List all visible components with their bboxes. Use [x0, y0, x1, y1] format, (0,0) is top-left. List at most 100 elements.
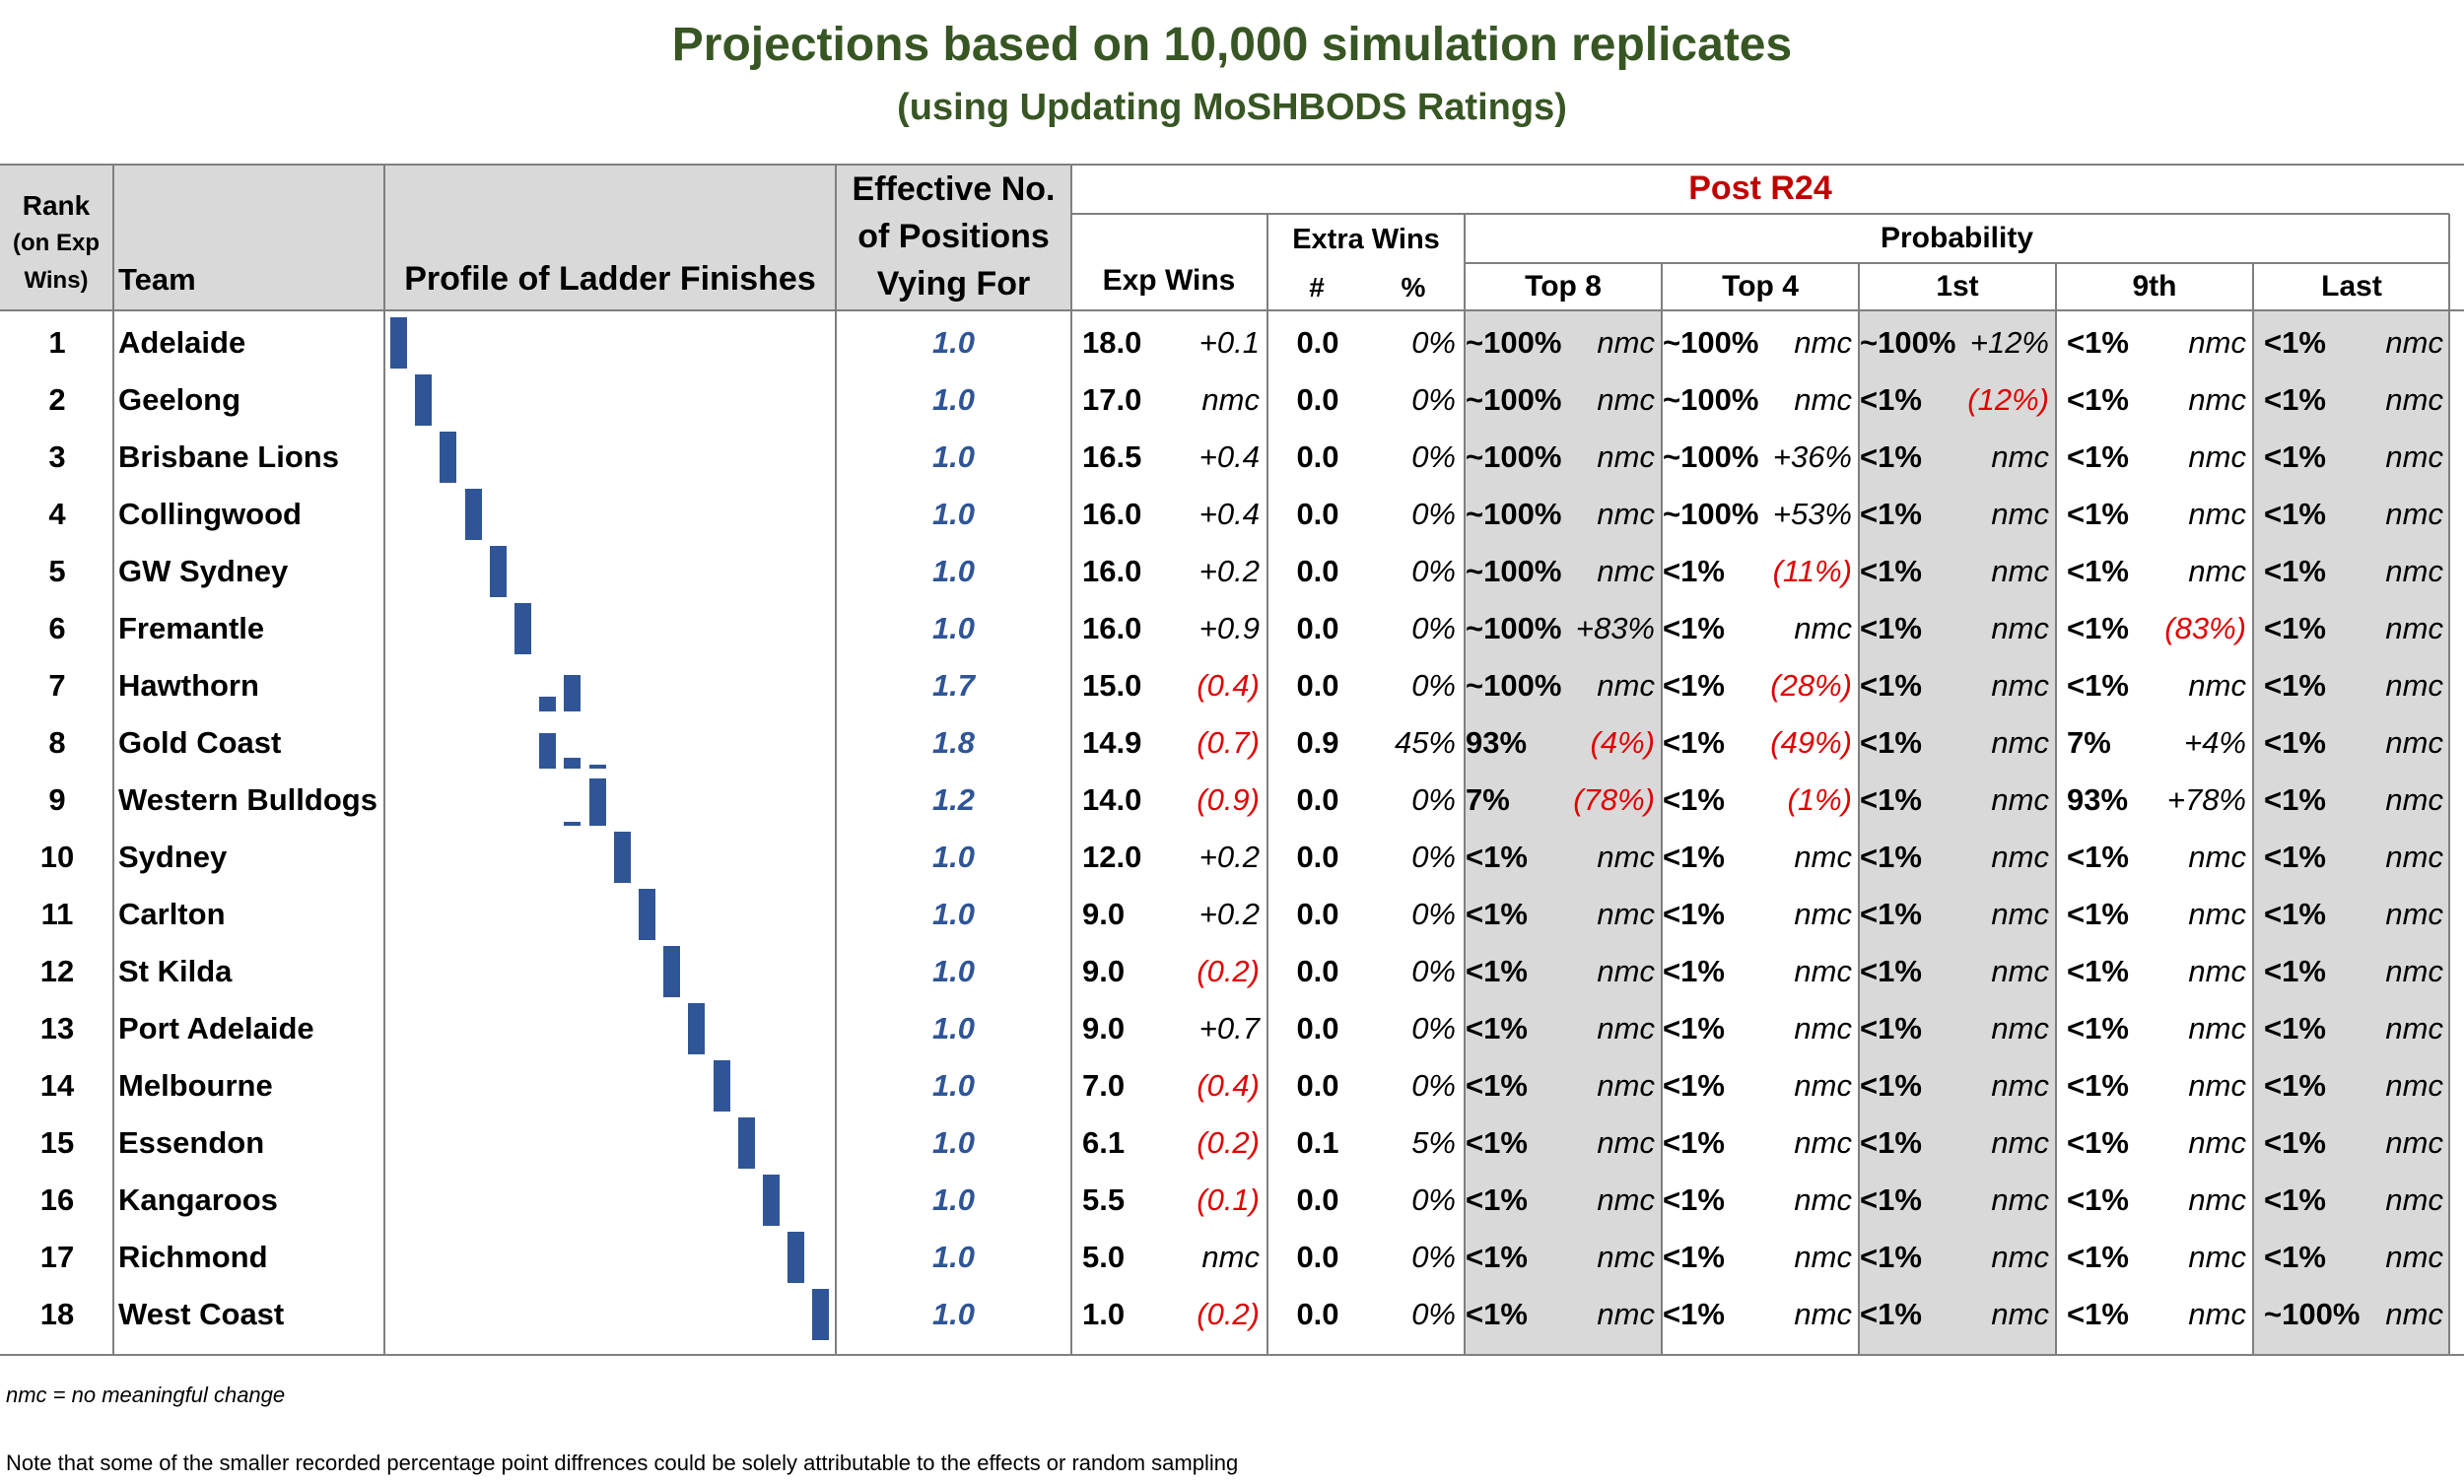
rank-cell: 2: [48, 382, 66, 417]
last-change: nmc: [2385, 668, 2443, 703]
ninth-prob: <1%: [2067, 1297, 2129, 1331]
top4-prob: <1%: [1663, 1011, 1725, 1046]
ladder-finish-bar: [663, 946, 681, 997]
top8-change: nmc: [1597, 1011, 1655, 1046]
ladder-finish-bar: [763, 1175, 780, 1226]
ladder-finish-bar: [564, 675, 582, 711]
extra-wins-pct: 0%: [1411, 1011, 1456, 1046]
col-sep-first: [2055, 263, 2057, 1355]
ladder-finish-bar: [713, 1060, 730, 1112]
first-change: nmc: [1991, 497, 2049, 531]
extra-wins-num: 0.0: [1296, 382, 1339, 417]
top8-prob: <1%: [1466, 1125, 1528, 1160]
ladder-finish-bar: [688, 1003, 706, 1054]
exp-wins: 9.0: [1082, 1011, 1126, 1046]
rule-post: [1071, 213, 2449, 215]
shade-first: [1858, 310, 2055, 1355]
top8-change: nmc: [1597, 1182, 1655, 1217]
extra-wins-num: 0.0: [1296, 497, 1339, 531]
exp-wins-change: (0.2): [1197, 1125, 1260, 1160]
first-change: nmc: [1991, 1240, 2049, 1274]
team-name: Essendon: [118, 1125, 265, 1160]
top4-prob: <1%: [1663, 725, 1725, 760]
top8-change: nmc: [1597, 1297, 1655, 1331]
last-change: nmc: [2385, 554, 2443, 588]
last-change: nmc: [2385, 325, 2443, 360]
ladder-finish-bar: [539, 697, 557, 711]
col-sep-rank: [112, 165, 114, 1355]
header-ninth: 9th: [2132, 270, 2177, 303]
team-name: Collingwood: [118, 497, 302, 531]
col-sep-exp: [1266, 214, 1268, 1355]
ninth-prob: <1%: [2067, 439, 2129, 474]
top4-change: nmc: [1794, 1011, 1852, 1046]
footnote-nmc: nmc = no meaningful change: [6, 1383, 286, 1407]
header-rank: Rank (on Exp Wins): [13, 190, 100, 294]
rank-cell: 16: [39, 1182, 75, 1217]
top8-change: nmc: [1597, 897, 1655, 931]
top8-change: nmc: [1597, 325, 1655, 360]
last-change: nmc: [2385, 1068, 2443, 1103]
ninth-prob: 93%: [2067, 782, 2129, 817]
rule-header-bottom: [0, 309, 2464, 311]
top8-change: nmc: [1597, 1240, 1655, 1274]
top8-prob: ~100%: [1466, 611, 1562, 645]
top8-change: nmc: [1597, 497, 1655, 531]
extra-wins-num: 0.0: [1296, 1182, 1339, 1217]
top8-prob: 93%: [1466, 725, 1528, 760]
top8-prob: <1%: [1466, 840, 1528, 874]
header-extra-pct: %: [1401, 272, 1426, 303]
extra-wins-num: 0.0: [1296, 1240, 1339, 1274]
first-prob: <1%: [1860, 611, 1922, 645]
last-prob: <1%: [2264, 1011, 2326, 1046]
effective-positions: 1.0: [931, 1125, 976, 1160]
first-change: nmc: [1991, 782, 2049, 817]
first-prob: <1%: [1860, 1240, 1922, 1274]
ninth-prob: <1%: [2067, 611, 2129, 645]
exp-wins-change: +0.7: [1198, 1011, 1260, 1046]
extra-wins-num: 0.1: [1296, 1125, 1339, 1160]
team-name: West Coast: [118, 1297, 285, 1331]
col-sep-ninth: [2252, 263, 2254, 1355]
extra-wins-num: 0.0: [1296, 1068, 1339, 1103]
rank-cell: 1: [48, 325, 66, 360]
top8-change: nmc: [1597, 382, 1655, 417]
shade-top8: [1464, 310, 1661, 1355]
header-post-round: Post R24: [1688, 169, 1832, 207]
first-prob: <1%: [1860, 1011, 1922, 1046]
top4-change: nmc: [1794, 954, 1852, 988]
top8-prob: ~100%: [1466, 439, 1562, 474]
exp-wins: 18.0: [1082, 325, 1142, 360]
effective-positions: 1.0: [931, 840, 976, 874]
effective-positions: 1.0: [931, 954, 976, 988]
top4-prob: <1%: [1663, 897, 1725, 931]
ninth-change: nmc: [2188, 439, 2246, 474]
ladder-finish-bar: [588, 778, 606, 826]
ladder-finish-bar: [737, 1117, 755, 1169]
top4-change: nmc: [1794, 840, 1852, 874]
last-prob: <1%: [2264, 840, 2326, 874]
effective-positions: 1.0: [931, 439, 976, 474]
first-prob: <1%: [1860, 782, 1922, 817]
col-sep-extra: [1464, 214, 1466, 1355]
extra-wins-num: 0.0: [1296, 668, 1339, 703]
ninth-prob: <1%: [2067, 554, 2129, 588]
exp-wins: 17.0: [1082, 382, 1142, 417]
top8-prob: 7%: [1466, 782, 1510, 817]
top4-prob: <1%: [1663, 1068, 1725, 1103]
exp-wins-change: +0.9: [1198, 611, 1260, 645]
first-change: nmc: [1991, 1182, 2049, 1217]
extra-wins-pct: 0%: [1411, 840, 1456, 874]
extra-wins-pct: 0%: [1411, 439, 1456, 474]
ninth-prob: <1%: [2067, 840, 2129, 874]
exp-wins: 16.0: [1082, 611, 1142, 645]
top8-prob: ~100%: [1466, 325, 1562, 360]
top4-change: nmc: [1794, 1125, 1852, 1160]
last-change: nmc: [2385, 497, 2443, 531]
top8-prob: <1%: [1466, 954, 1528, 988]
col-sep-last: [2448, 214, 2450, 1355]
ninth-prob: <1%: [2067, 897, 2129, 931]
extra-wins-pct: 0%: [1411, 611, 1456, 645]
rank-cell: 6: [48, 611, 66, 645]
top4-change: (49%): [1770, 725, 1852, 760]
